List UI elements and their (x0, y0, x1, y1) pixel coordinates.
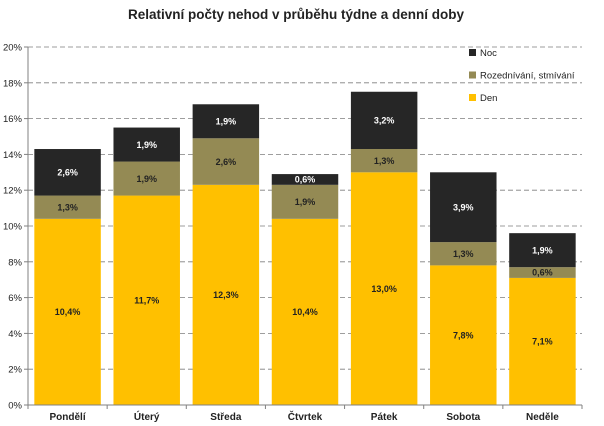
x-tick-label: Pátek (371, 412, 398, 423)
legend-swatch (469, 94, 476, 101)
bar-segment (113, 161, 180, 196)
legend-swatch (469, 49, 476, 56)
data-label: 11,7% (134, 295, 159, 305)
legend: Noc Rozednívání, stmívání Den (469, 48, 575, 104)
data-label: 2,6% (216, 157, 237, 167)
bar-segment (34, 195, 101, 219)
y-tick-label: 14% (3, 150, 23, 161)
y-tick-label: 4% (8, 329, 22, 340)
y-tick-label: 18% (3, 78, 23, 89)
data-label: 1,3% (453, 249, 474, 259)
data-label: 3,9% (453, 202, 474, 212)
data-label: 1,3% (57, 202, 78, 212)
x-tick-label: Pondělí (50, 412, 87, 423)
bar-segment (192, 184, 260, 405)
bar-segment (509, 233, 576, 268)
x-tick-label: Čtvrtek (288, 410, 323, 423)
bar-segment (271, 174, 339, 185)
bar-segment (430, 242, 497, 266)
bar-segment (34, 218, 101, 405)
data-label: 1,9% (295, 197, 316, 207)
bar-segment (509, 277, 576, 405)
x-tick-label: Neděle (526, 412, 559, 423)
y-tick-label: 6% (8, 293, 22, 304)
data-label: 3,2% (374, 116, 395, 126)
legend-label: Noc (480, 48, 497, 59)
y-tick-label: 12% (3, 186, 23, 197)
bars: 10,4% 1,3% 2,6% 11,7% 1,9% 1,9% 12,3% 2,6% 1,9% 1… (34, 91, 576, 405)
data-label: 1,9% (136, 140, 157, 150)
data-label: 0,6% (532, 268, 553, 278)
data-label: 10,4% (55, 307, 81, 317)
data-label: 13,0% (371, 284, 397, 294)
y-tick-label: 16% (3, 114, 23, 125)
data-label: 1,9% (136, 174, 157, 184)
legend-swatch (469, 71, 476, 79)
bar-segment (350, 149, 418, 173)
bar-segment (509, 267, 576, 278)
y-axis: 0% 2% 4% 6% 8% 10% 12% 14% 16% 18% 20% (3, 43, 29, 412)
chart-title: Relativní počty nehod v průběhu týdne a … (128, 7, 465, 22)
data-label: 7,8% (453, 330, 474, 340)
data-label: 1,3% (374, 156, 395, 166)
data-label: 10,4% (292, 307, 318, 317)
data-label: 0,6% (295, 175, 316, 185)
bar-segment (192, 138, 260, 185)
data-label: 1,9% (532, 245, 553, 255)
bar-segment (350, 172, 418, 405)
legend-label: Rozednívání, stmívání (480, 71, 575, 82)
y-tick-label: 0% (8, 401, 22, 412)
x-tick-label: Úterý (134, 410, 160, 423)
bar-segment (192, 104, 260, 139)
x-axis: Pondělí Úterý Středa Čtvrtek Pátek Sobota Nedě… (27, 404, 583, 423)
y-tick-label: 20% (3, 43, 23, 54)
legend-label: Den (480, 93, 497, 104)
data-label: 1,9% (216, 116, 237, 126)
y-tick-label: 2% (8, 365, 22, 376)
bar-segment (430, 265, 497, 405)
bar-segment (271, 184, 339, 219)
bar-segment (271, 218, 339, 405)
bar-segment (34, 149, 101, 196)
data-label: 12,3% (213, 290, 239, 300)
bar-segment (113, 127, 180, 162)
y-tick-label: 8% (8, 257, 22, 268)
x-tick-label: Sobota (446, 412, 480, 423)
y-tick-label: 10% (3, 222, 23, 233)
bar-segment (430, 172, 497, 243)
x-tick-label: Středa (210, 412, 242, 423)
bar-segment (350, 91, 418, 150)
data-label: 7,1% (532, 337, 553, 347)
data-label: 2,6% (57, 168, 78, 178)
bar-segment (113, 195, 180, 405)
